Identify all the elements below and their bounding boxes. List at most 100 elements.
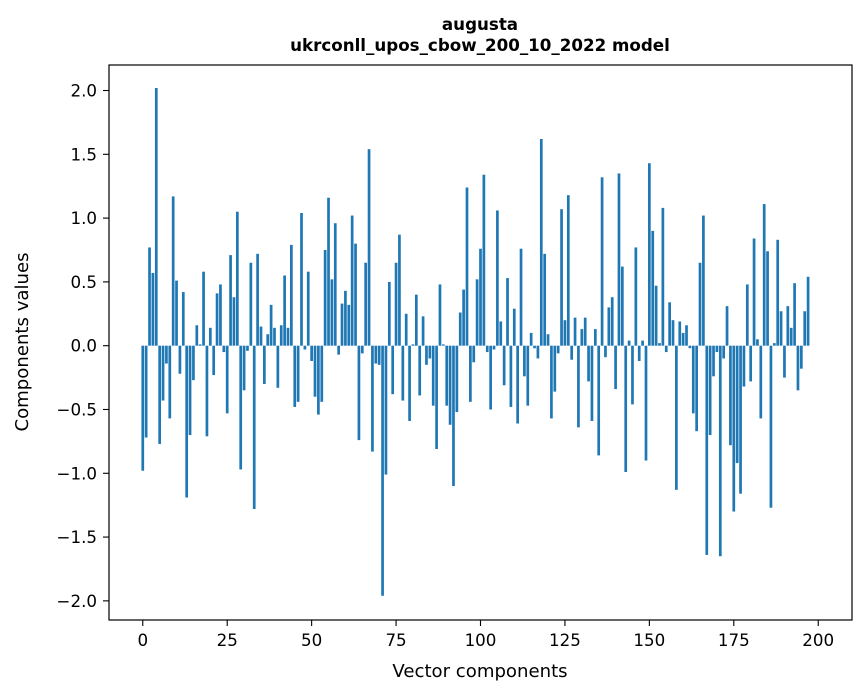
bar-component-146 xyxy=(634,247,638,346)
bar-component-167 xyxy=(705,345,709,555)
bar-component-195 xyxy=(799,345,803,369)
bar-component-94 xyxy=(458,312,462,346)
bar-component-112 xyxy=(519,248,523,346)
bar-component-66 xyxy=(364,262,368,346)
bar-component-21 xyxy=(212,345,216,376)
bar-component-65 xyxy=(360,345,364,354)
bar-component-49 xyxy=(306,271,310,346)
bar-component-125 xyxy=(563,320,567,346)
bar-component-114 xyxy=(526,345,530,406)
x-axis-label: Vector components xyxy=(392,661,567,682)
bar-component-136 xyxy=(600,177,604,346)
bar-component-28 xyxy=(235,211,239,346)
bar-component-131 xyxy=(583,317,587,346)
bar-component-17 xyxy=(198,344,202,346)
bar-component-25 xyxy=(225,345,229,414)
bar-component-155 xyxy=(664,345,668,353)
y-axis-ticks: 2.0 1.5 1.0 0.5 0.0 −0.5 −1.0 −1.5 −2.0 xyxy=(56,81,109,611)
bar-component-30 xyxy=(242,345,246,391)
bar-component-96 xyxy=(465,187,469,346)
bar-component-141 xyxy=(617,173,621,346)
bar-component-104 xyxy=(492,345,496,350)
bar-component-98 xyxy=(472,345,476,363)
bar-component-35 xyxy=(259,326,263,346)
bar-component-159 xyxy=(678,321,682,346)
bar-component-52 xyxy=(317,345,320,415)
bar-component-87 xyxy=(435,345,438,450)
bar-component-85 xyxy=(428,345,432,359)
bar-component-152 xyxy=(654,285,658,346)
bar-component-115 xyxy=(529,332,533,346)
bar-component-48 xyxy=(303,345,307,350)
bar-component-27 xyxy=(232,297,236,346)
bar-component-182 xyxy=(756,339,759,346)
bar-component-193 xyxy=(793,283,796,346)
bar-component-33 xyxy=(252,345,256,509)
x-tick-label: 25 xyxy=(217,630,238,650)
x-axis-ticks: 0 25 50 75 100 125 150 175 200 xyxy=(137,620,834,650)
bar-component-40 xyxy=(276,345,280,388)
bar-component-78 xyxy=(404,313,408,346)
bar-component-16 xyxy=(195,325,199,346)
x-tick-label: 0 xyxy=(137,630,148,650)
bar-component-102 xyxy=(485,345,489,353)
bar-component-132 xyxy=(587,345,590,382)
bar-component-59 xyxy=(340,303,344,346)
bar-component-43 xyxy=(286,327,290,346)
bar-component-172 xyxy=(722,345,726,359)
bar-component-130 xyxy=(580,329,584,346)
bar-component-126 xyxy=(566,195,570,346)
bar-component-191 xyxy=(786,306,790,346)
chart-title: augusta xyxy=(442,14,518,34)
bar-component-32 xyxy=(249,262,253,346)
x-tick-label: 125 xyxy=(549,630,581,650)
bar-component-71 xyxy=(381,345,384,596)
y-tick-label: 0.0 xyxy=(70,336,97,356)
bar-component-108 xyxy=(506,278,509,346)
bar-component-133 xyxy=(590,345,594,421)
bar-component-11 xyxy=(178,345,182,374)
bar-component-156 xyxy=(668,302,671,346)
bar-component-62 xyxy=(350,215,354,346)
bar-component-26 xyxy=(229,255,232,346)
bar-component-134 xyxy=(593,329,597,346)
y-tick-label: −1.5 xyxy=(56,527,97,547)
bar-component-124 xyxy=(560,209,563,346)
bar-component-23 xyxy=(219,284,222,346)
bar-component-55 xyxy=(327,197,330,346)
bar-component-15 xyxy=(192,345,195,381)
bar-component-189 xyxy=(779,311,783,346)
bar-component-76 xyxy=(398,234,401,346)
bar-component-83 xyxy=(421,316,425,346)
bar-component-194 xyxy=(796,345,800,391)
bar-component-170 xyxy=(715,345,719,353)
bar-component-75 xyxy=(394,262,398,346)
y-axis-label: Components values xyxy=(12,252,33,431)
bar-component-147 xyxy=(637,345,641,361)
bar-component-175 xyxy=(732,345,736,512)
bar-component-57 xyxy=(333,223,337,346)
bar-component-70 xyxy=(377,345,381,365)
bar-component-81 xyxy=(414,294,418,346)
x-tick-label: 75 xyxy=(385,630,406,650)
bar-component-187 xyxy=(772,343,776,346)
bar-component-68 xyxy=(371,345,374,452)
bar-component-190 xyxy=(783,345,786,378)
bar-component-95 xyxy=(462,289,465,346)
bar-component-103 xyxy=(489,345,492,410)
bar-component-51 xyxy=(313,345,317,397)
bar-component-173 xyxy=(725,306,729,346)
bar-component-18 xyxy=(202,271,205,346)
bar-component-8 xyxy=(168,345,172,419)
bar-component-73 xyxy=(387,281,391,346)
y-tick-label: 1.0 xyxy=(70,208,97,228)
bar-component-99 xyxy=(475,279,479,346)
bar-component-161 xyxy=(685,325,688,346)
bar-component-24 xyxy=(222,345,226,353)
bar-component-2 xyxy=(148,247,151,346)
bar-component-69 xyxy=(374,345,378,364)
bar-component-181 xyxy=(752,238,756,346)
bar-component-47 xyxy=(300,213,303,346)
bar-component-168 xyxy=(708,345,712,435)
bar-component-158 xyxy=(675,345,678,490)
